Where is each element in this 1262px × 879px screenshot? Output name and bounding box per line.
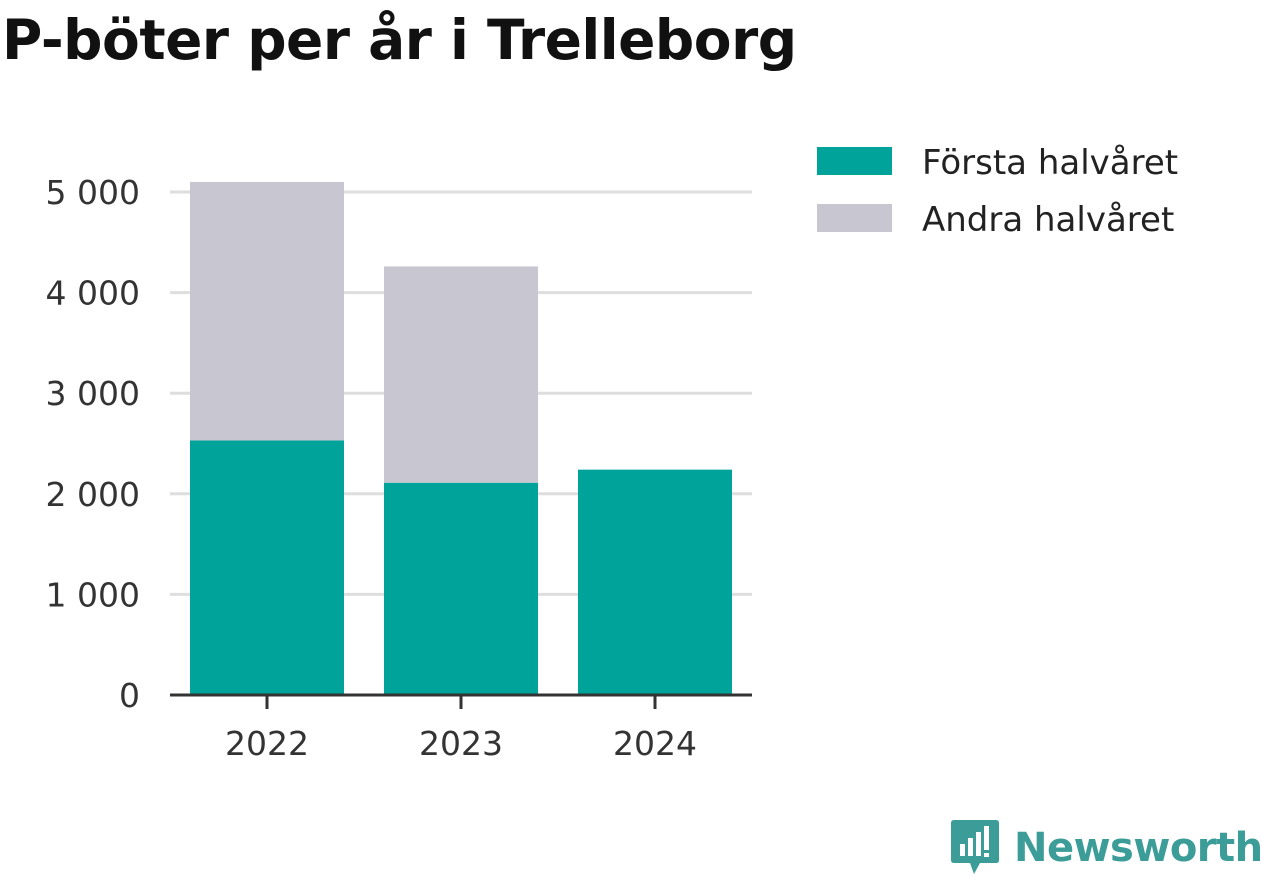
bar-segment [578, 469, 732, 695]
y-tick-label: 3 000 [46, 374, 140, 413]
bar-segment [190, 181, 344, 441]
bar-segment [384, 482, 538, 695]
x-tick-label: 2023 [419, 724, 503, 763]
y-tick-label: 1 000 [46, 575, 140, 614]
y-tick-label: 2 000 [46, 475, 140, 514]
y-tick-label: 5 000 [46, 173, 140, 212]
brand: Newsworthy [950, 818, 1262, 878]
bar-segment [190, 440, 344, 695]
y-tick-label: 0 [119, 676, 140, 715]
newsworthy-logo-icon [951, 820, 999, 874]
legend-label: Första halvåret [922, 143, 1178, 183]
legend: Första halvåret Andra halvåret [817, 143, 1178, 240]
legend-label: Andra halvåret [922, 200, 1174, 240]
legend-swatch [817, 147, 892, 175]
brand-name: Newsworthy [1014, 825, 1262, 871]
y-tick-label: 4 000 [46, 274, 140, 313]
axes: 0 1 000 2 000 3 000 4 000 5 000 2022 2023 2024 [46, 173, 752, 763]
legend-swatch [817, 204, 892, 232]
bar-segment [384, 266, 538, 483]
chart-title: P-böter per år i Trelleborg [2, 8, 797, 72]
x-tick-label: 2024 [613, 724, 697, 763]
x-tick-label: 2022 [225, 724, 309, 763]
bars [190, 181, 732, 695]
